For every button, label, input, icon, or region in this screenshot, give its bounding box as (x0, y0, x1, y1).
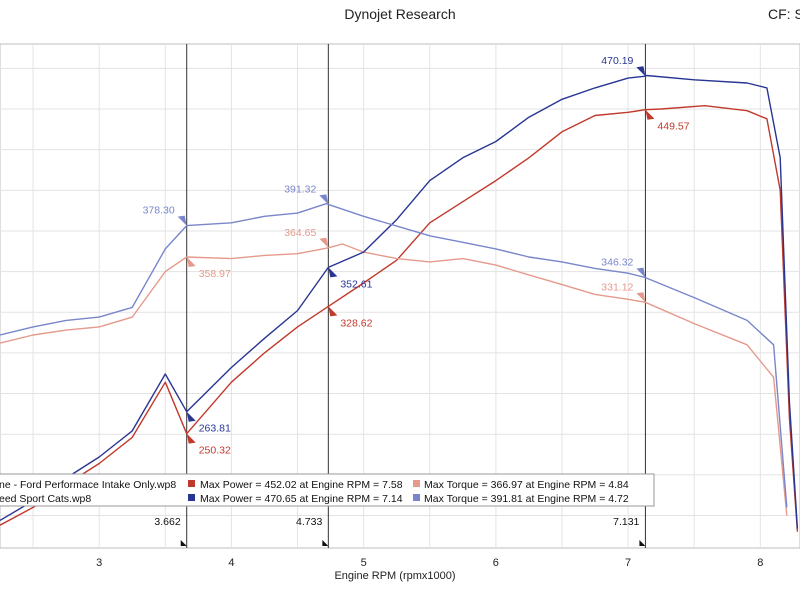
legend-file-name: eed Sport Cats.wp8 (0, 493, 91, 505)
pointer-icon (636, 292, 646, 303)
cursor-value-label: 3.662 (154, 516, 180, 528)
x-tick-label: 7 (625, 557, 631, 569)
x-tick-label: 3 (96, 557, 102, 569)
legend-swatch (413, 494, 420, 501)
series-line-run2-torque (0, 202, 788, 508)
legend-max-power: Max Power = 470.65 at Engine RPM = 7.14 (200, 493, 403, 505)
cursor-pointer-icon (322, 540, 329, 546)
data-labels: 378.30 358.97 263.81 250.32 391.32 364.65 352.… (143, 55, 690, 456)
legend: ne - Ford Performace Intake Only.wp8 Max … (0, 473, 655, 507)
x-tick-label: 6 (493, 557, 499, 569)
pointer-icon (328, 267, 338, 278)
correction-factor-label: CF: S (768, 6, 800, 22)
x-tick-label: 8 (757, 557, 763, 569)
data-label: 364.65 (284, 227, 316, 239)
data-label: 449.57 (657, 121, 689, 133)
cursor-value-label: 7.131 (613, 516, 639, 528)
cursor-value-label: 4.733 (296, 516, 322, 528)
data-label: 352.61 (340, 278, 372, 290)
data-label: 346.32 (601, 257, 633, 269)
cursor-lines (186, 44, 646, 548)
pointer-icon (319, 237, 329, 248)
data-label: 331.12 (601, 281, 633, 293)
data-label: 263.81 (199, 423, 231, 435)
data-label: 391.32 (284, 183, 316, 195)
x-tick-label: 5 (361, 557, 367, 569)
pointer-icon (177, 215, 187, 226)
x-axis-label: Engine RPM (rpmx1000) (334, 570, 456, 582)
pointer-icon (186, 411, 196, 422)
pointer-icon (636, 267, 646, 278)
pointer-icon (186, 257, 196, 268)
pointer-icon (319, 194, 329, 205)
legend-file-name: ne - Ford Performace Intake Only.wp8 (0, 479, 176, 491)
data-label: 470.19 (601, 55, 633, 67)
legend-swatch (188, 480, 195, 487)
pointer-icon (645, 109, 655, 120)
series-line-run2-power (0, 74, 799, 529)
cursor-marker-labels: 3.662 4.733 7.131 (154, 516, 646, 546)
plot-area (0, 43, 800, 549)
legend-max-torque: Max Torque = 366.97 at Engine RPM = 4.84 (424, 479, 629, 491)
x-tick-label: 4 (228, 557, 234, 569)
x-axis-ticks: 3 4 5 6 7 8 (96, 557, 763, 569)
pointer-icon (636, 66, 646, 77)
legend-swatch (188, 494, 195, 501)
data-label: 378.30 (143, 205, 175, 217)
cursor-pointer-icon (639, 540, 646, 546)
series-group (0, 74, 799, 532)
legend-max-torque: Max Torque = 391.81 at Engine RPM = 4.72 (424, 493, 629, 505)
chart-title: Dynojet Research (344, 6, 456, 22)
data-label: 328.62 (340, 317, 372, 329)
pointer-icon (328, 306, 338, 317)
data-label: 358.97 (199, 268, 231, 280)
data-label: 250.32 (199, 445, 231, 457)
series-line-run1-power (0, 105, 799, 532)
legend-max-power: Max Power = 452.02 at Engine RPM = 7.58 (200, 479, 403, 491)
legend-swatch (413, 480, 420, 487)
series-line-run1-torque (0, 243, 788, 516)
cursor-pointer-icon (180, 540, 187, 546)
legend-box (0, 473, 655, 507)
pointer-icon (186, 433, 196, 444)
